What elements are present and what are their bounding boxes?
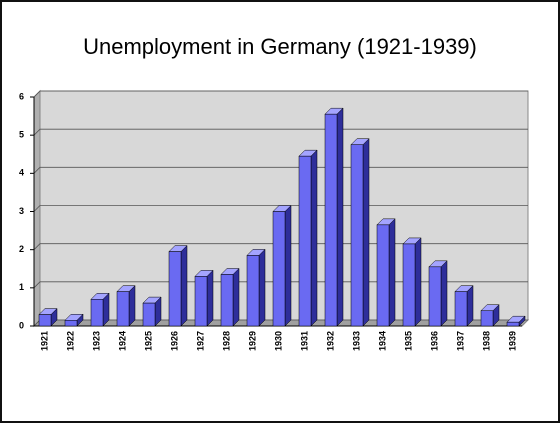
bar-side [336,107,344,327]
bar [168,251,182,327]
bar-side [466,285,474,327]
x-tick-label: 1925 [143,331,153,351]
y-tick-label: 6 [19,91,24,101]
grid-line [33,90,528,98]
bar [402,243,416,327]
bar [324,113,338,327]
bar [38,314,52,327]
bar [90,299,104,327]
y-tick-label: 4 [19,168,24,178]
bar-side [128,285,136,327]
x-tick-label: 1934 [377,331,387,351]
x-tick-label: 1922 [65,331,75,351]
x-tick-label: 1927 [195,331,205,351]
x-tick-label: 1923 [91,331,101,351]
x-tick-label: 1929 [247,331,257,351]
bar [220,274,234,327]
bar [506,321,520,327]
bar [272,211,286,327]
x-tick-label: 1931 [299,331,309,351]
y-tick-label: 2 [19,244,24,254]
x-tick-label: 1933 [351,331,361,351]
x-tick-label: 1937 [455,331,465,351]
bar-side [284,204,292,327]
bar-side [440,260,448,327]
x-tick-label: 1930 [273,331,283,351]
x-tick-label: 1932 [325,331,335,351]
x-tick-label: 1928 [221,331,231,351]
x-tick-label: 1926 [169,331,179,351]
bar [428,266,442,327]
bar [142,302,156,327]
bar [454,291,468,327]
x-tick-label: 1936 [429,331,439,351]
bar-side [310,149,318,327]
bar [64,320,78,327]
bar [116,291,130,327]
x-tick-label: 1938 [481,331,491,351]
bar-side [180,244,188,327]
bar [246,255,260,327]
bar-side [388,218,396,327]
bar-side [362,138,370,327]
x-tick-label: 1921 [39,331,49,351]
y-tick-label: 5 [19,130,24,140]
bar-side [258,248,266,327]
x-tick-label: 1924 [117,331,127,351]
x-tick-label: 1939 [507,331,517,351]
bar [376,224,390,327]
chart-title: Unemployment in Germany (1921-1939) [83,34,477,59]
y-tick-label: 1 [19,282,24,292]
bar [480,310,494,327]
bar-side [206,269,214,327]
x-tick-label: 1935 [403,331,413,351]
bar-side [414,237,422,327]
y-tick-label: 0 [19,320,24,330]
bar [298,155,312,327]
bar [194,276,208,327]
grid-line [33,128,528,136]
bar-side [232,267,240,327]
y-tick-label: 3 [19,206,24,216]
bar [350,144,364,327]
